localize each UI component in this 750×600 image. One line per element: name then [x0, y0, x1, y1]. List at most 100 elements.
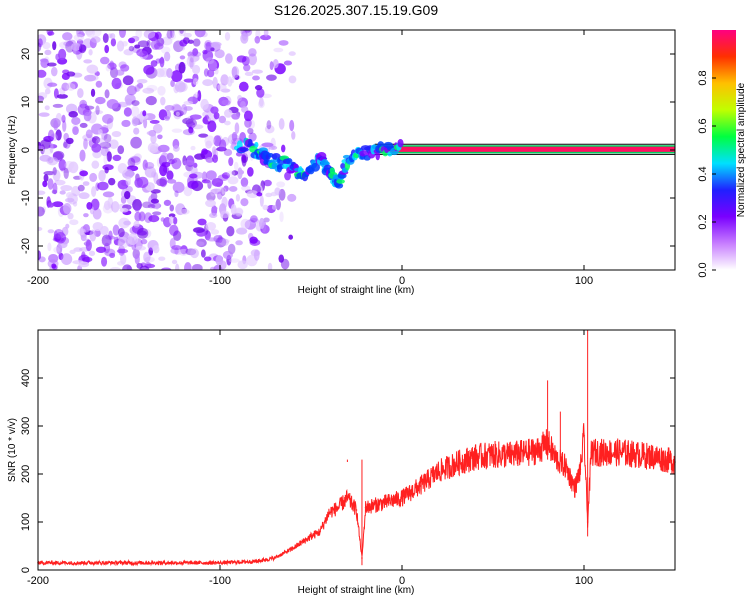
noise-blob	[197, 90, 202, 102]
noise-blob	[206, 237, 218, 242]
noise-blob	[163, 51, 171, 62]
noise-blob	[258, 99, 265, 109]
noise-blob	[86, 64, 99, 74]
noise-blob	[48, 253, 59, 263]
noise-blob	[178, 248, 189, 256]
noise-blob	[135, 30, 143, 39]
spectrogram-signal-track	[233, 137, 404, 189]
noise-blob	[179, 55, 186, 60]
colorbar-tick-label: 0.2	[697, 214, 709, 229]
noise-blob	[149, 119, 160, 124]
noise-blob	[90, 88, 96, 98]
noise-blob	[171, 128, 183, 133]
snr-data-point	[455, 462, 458, 465]
noise-blob	[241, 155, 247, 167]
noise-blob	[47, 82, 58, 87]
noise-blob	[60, 184, 73, 192]
noise-blob	[175, 263, 180, 270]
noise-blob	[182, 128, 195, 136]
noise-blob	[210, 189, 216, 197]
noise-blob	[215, 255, 224, 266]
noise-blob	[247, 167, 254, 177]
noise-blob	[287, 193, 297, 202]
snr-series-line	[38, 423, 675, 567]
noise-blob	[86, 202, 93, 210]
noise-blob	[226, 170, 236, 176]
snr-data-point	[419, 485, 422, 487]
noise-blob	[83, 59, 93, 64]
noise-blob	[189, 114, 202, 120]
noise-blob	[117, 163, 128, 174]
noise-blob	[38, 145, 45, 150]
noise-blob	[227, 176, 239, 185]
noise-blob	[83, 213, 89, 218]
noise-blob	[236, 55, 247, 63]
noise-blob	[236, 227, 248, 235]
noise-blob	[205, 140, 212, 149]
noise-blob	[283, 60, 293, 66]
noise-blob	[148, 247, 154, 256]
noise-blob	[106, 98, 119, 110]
noise-blob	[77, 88, 84, 99]
noise-blob	[72, 260, 84, 265]
snr-data-point	[383, 502, 385, 504]
noise-blob	[105, 235, 116, 240]
noise-blob	[53, 119, 59, 131]
noise-blob	[92, 208, 102, 220]
noise-blob	[226, 226, 235, 237]
noise-blob	[66, 82, 76, 91]
noise-blob	[66, 191, 74, 199]
noise-blob	[249, 236, 258, 244]
noise-blob	[71, 185, 81, 197]
noise-blob	[171, 158, 178, 164]
noise-blob	[223, 185, 229, 192]
snr-x-tick-label: 100	[575, 575, 593, 587]
noise-blob	[144, 256, 155, 263]
noise-blob	[99, 56, 110, 65]
noise-blob	[246, 190, 259, 199]
noise-blob	[135, 245, 146, 251]
noise-blob	[237, 167, 243, 180]
noise-blob	[47, 202, 54, 208]
snr-background	[38, 330, 675, 570]
snr-data-point	[292, 547, 294, 550]
noise-blob	[133, 220, 140, 228]
noise-blob	[140, 238, 148, 245]
noise-blob	[61, 72, 70, 80]
noise-blob	[80, 233, 87, 242]
noise-blob	[182, 117, 194, 125]
snr-data-point	[319, 530, 321, 533]
noise-blob	[183, 186, 193, 197]
noise-blob	[240, 218, 251, 230]
noise-blob	[57, 57, 68, 65]
snr-data-point	[355, 509, 358, 511]
signal-blob	[254, 141, 259, 148]
noise-blob	[170, 79, 175, 88]
snr-data-point	[510, 454, 512, 456]
noise-blob	[85, 129, 93, 139]
noise-blob	[214, 49, 225, 59]
noise-blob	[266, 74, 277, 81]
noise-blob	[231, 170, 239, 176]
noise-blob	[144, 162, 155, 169]
noise-blob	[104, 89, 110, 99]
noise-blob	[235, 240, 243, 246]
noise-blob	[52, 201, 64, 208]
snr-y-tick-label: 200	[20, 465, 32, 483]
noise-blob	[127, 157, 136, 168]
noise-blob	[137, 40, 150, 48]
noise-blob	[95, 246, 107, 253]
spectrogram-x-tick-label: -100	[209, 275, 231, 287]
noise-blob	[38, 226, 43, 231]
noise-blob	[156, 178, 167, 187]
spectrogram-y-ticks: -20 -10 0 10 20	[20, 48, 675, 254]
noise-blob	[134, 253, 140, 265]
noise-blob	[165, 32, 176, 41]
snr-data-point	[255, 560, 258, 563]
noise-blob	[188, 126, 194, 134]
noise-blob	[109, 33, 116, 40]
noise-blob	[166, 30, 173, 39]
noise-blob	[217, 235, 223, 244]
noise-blob	[281, 144, 286, 153]
